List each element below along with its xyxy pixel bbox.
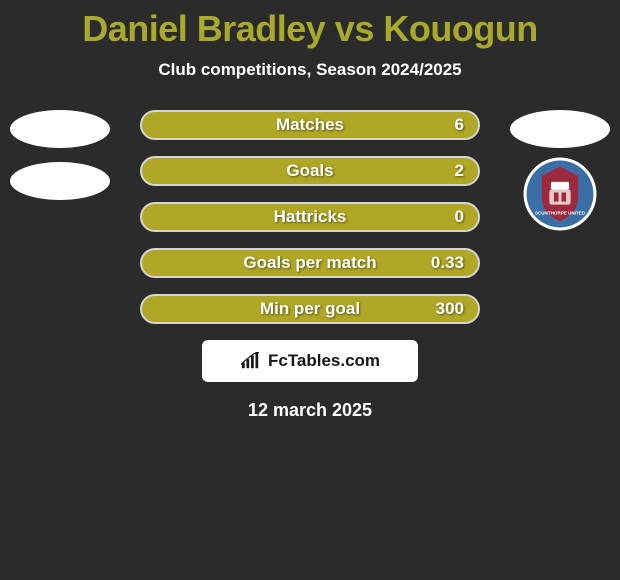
stat-label: Goals xyxy=(286,161,333,181)
stat-row: Goals per match 0.33 xyxy=(140,248,480,278)
brand-text: FcTables.com xyxy=(268,351,380,371)
chart-icon xyxy=(240,352,262,370)
stat-row: Hattricks 0 xyxy=(140,202,480,232)
left-badge-1 xyxy=(10,110,110,148)
stat-right-value: 0.33 xyxy=(431,253,464,273)
stat-label: Matches xyxy=(276,115,344,135)
stat-right-value: 6 xyxy=(455,115,464,135)
stat-label: Goals per match xyxy=(243,253,376,273)
stats-area: SCUNTHORPE UNITED Matches 6 Goals 2 Hattrick… xyxy=(0,110,620,324)
brand-box: FcTables.com xyxy=(202,340,418,382)
stat-label: Hattricks xyxy=(274,207,347,227)
stat-right-value: 2 xyxy=(455,161,464,181)
page-title: Daniel Bradley vs Kouogun xyxy=(0,0,620,50)
stat-label: Min per goal xyxy=(260,299,360,319)
left-badge-2 xyxy=(10,162,110,200)
date-line: 12 march 2025 xyxy=(0,400,620,421)
stat-right-value: 300 xyxy=(436,299,464,319)
crest-icon: SCUNTHORPE UNITED xyxy=(522,156,598,232)
right-crest: SCUNTHORPE UNITED xyxy=(510,156,610,232)
subtitle: Club competitions, Season 2024/2025 xyxy=(0,60,620,80)
svg-text:SCUNTHORPE UNITED: SCUNTHORPE UNITED xyxy=(535,211,586,216)
right-badge-1 xyxy=(510,110,610,148)
stat-row: Matches 6 xyxy=(140,110,480,140)
stat-right-value: 0 xyxy=(455,207,464,227)
stat-rows: Matches 6 Goals 2 Hattricks 0 Goals per match 0… xyxy=(140,110,480,324)
stat-row: Min per goal 300 xyxy=(140,294,480,324)
stat-row: Goals 2 xyxy=(140,156,480,186)
